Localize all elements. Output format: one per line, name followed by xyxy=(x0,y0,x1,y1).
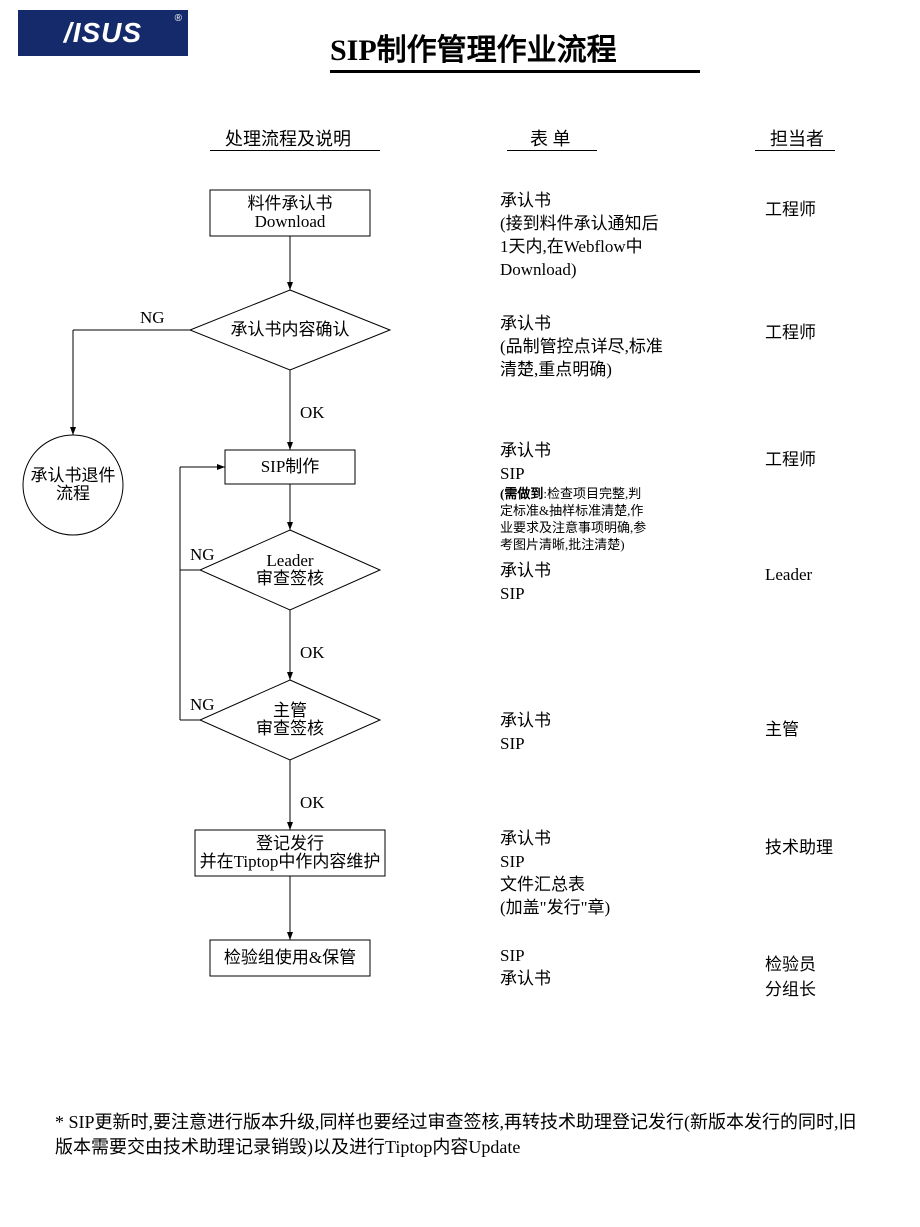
edge-label: OK xyxy=(300,403,325,422)
node-label: 流程 xyxy=(56,484,90,503)
form-text-row-5: 承认书SIP文件汇总表(加盖"发行"章) xyxy=(500,828,610,920)
owner-text-row-4: 主管 xyxy=(765,715,799,740)
owner-text-row-2: 工程师 xyxy=(765,445,816,470)
edge-label: NG xyxy=(140,308,165,327)
node-label: 承认书退件 xyxy=(31,466,116,485)
node-label: 主管 xyxy=(273,701,307,720)
owner-text-row-1: 工程师 xyxy=(765,318,816,343)
node-label: 并在Tiptop中作内容维护 xyxy=(200,852,381,871)
node-label: Download xyxy=(255,212,326,231)
node-label: 登记发行 xyxy=(256,834,324,853)
form-text-row-6: SIP承认书 xyxy=(500,945,551,991)
node-label: 料件承认书 xyxy=(248,194,333,213)
owner-text-row-5: 技术助理 xyxy=(765,833,833,858)
node-label: 检验组使用&保管 xyxy=(224,947,356,967)
owner-text-row-3: Leader xyxy=(765,565,812,585)
edge-label: OK xyxy=(300,793,325,812)
form-text-row-3: 承认书SIP xyxy=(500,560,551,606)
edge-label: NG xyxy=(190,695,215,714)
edge-label: OK xyxy=(300,643,325,662)
node-label: 审查签核 xyxy=(256,569,324,588)
edge-label: NG xyxy=(190,545,215,564)
form-text-row-1: 承认书(品制管控点详尽,标准清楚,重点明确) xyxy=(500,313,663,382)
node-label: 审查签核 xyxy=(256,719,324,738)
form-text-row-2: 承认书SIP(需做到:检查项目完整,判定标准&抽样标准清楚,作业要求及注意事项明… xyxy=(500,440,646,553)
owner-text-row-0: 工程师 xyxy=(765,195,816,220)
owner-text-row-6: 检验员分组长 xyxy=(765,950,816,1000)
node-label: Leader xyxy=(266,551,314,570)
form-text-row-0: 承认书(接到料件承认通知后1天内,在Webflow中Download) xyxy=(500,190,659,282)
node-label: SIP制作 xyxy=(261,457,320,476)
node-label: 承认书内容确认 xyxy=(231,320,350,339)
footnote: * SIP更新时,要注意进行版本升级,同样也要经过审查签核,再转技术助理登记发行… xyxy=(55,1110,870,1160)
form-text-row-4: 承认书SIP xyxy=(500,710,551,756)
flowchart: OK OK OK NG NG NG 料件承认书Download 承认书内容确认 SIP制作 Lea… xyxy=(0,0,920,1100)
